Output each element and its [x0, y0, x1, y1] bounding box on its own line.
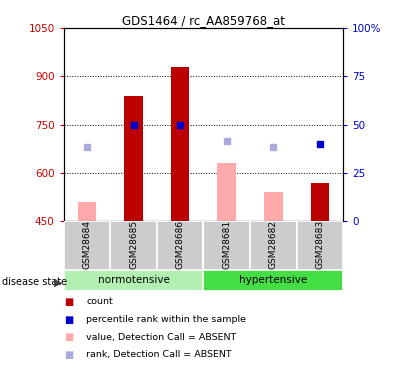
- Text: GSM28681: GSM28681: [222, 220, 231, 269]
- Text: disease state: disease state: [2, 278, 67, 287]
- Bar: [203, 221, 250, 270]
- Text: GSM28684: GSM28684: [83, 220, 92, 269]
- Bar: [78, 202, 96, 221]
- Text: GSM28685: GSM28685: [129, 220, 138, 269]
- Title: GDS1464 / rc_AA859768_at: GDS1464 / rc_AA859768_at: [122, 14, 285, 27]
- Bar: [171, 67, 189, 221]
- Bar: [250, 221, 297, 270]
- Text: ■: ■: [64, 350, 73, 360]
- Text: value, Detection Call = ABSENT: value, Detection Call = ABSENT: [86, 333, 237, 342]
- Text: ▶: ▶: [54, 278, 63, 287]
- Text: GSM28682: GSM28682: [269, 220, 278, 269]
- Text: GSM28686: GSM28686: [175, 220, 185, 269]
- Text: ■: ■: [64, 297, 73, 307]
- Bar: [124, 96, 143, 221]
- Bar: [264, 192, 283, 221]
- Text: percentile rank within the sample: percentile rank within the sample: [86, 315, 246, 324]
- Bar: [297, 221, 343, 270]
- Text: hypertensive: hypertensive: [239, 275, 307, 285]
- Text: ■: ■: [64, 332, 73, 342]
- Bar: [203, 270, 343, 291]
- Text: GSM28683: GSM28683: [315, 220, 324, 269]
- Bar: [157, 221, 203, 270]
- Text: count: count: [86, 297, 113, 306]
- Bar: [64, 221, 110, 270]
- Text: ■: ■: [64, 315, 73, 324]
- Text: normotensive: normotensive: [98, 275, 169, 285]
- Bar: [311, 183, 329, 221]
- Bar: [110, 221, 157, 270]
- Bar: [217, 164, 236, 221]
- Text: rank, Detection Call = ABSENT: rank, Detection Call = ABSENT: [86, 350, 232, 359]
- Bar: [64, 270, 203, 291]
